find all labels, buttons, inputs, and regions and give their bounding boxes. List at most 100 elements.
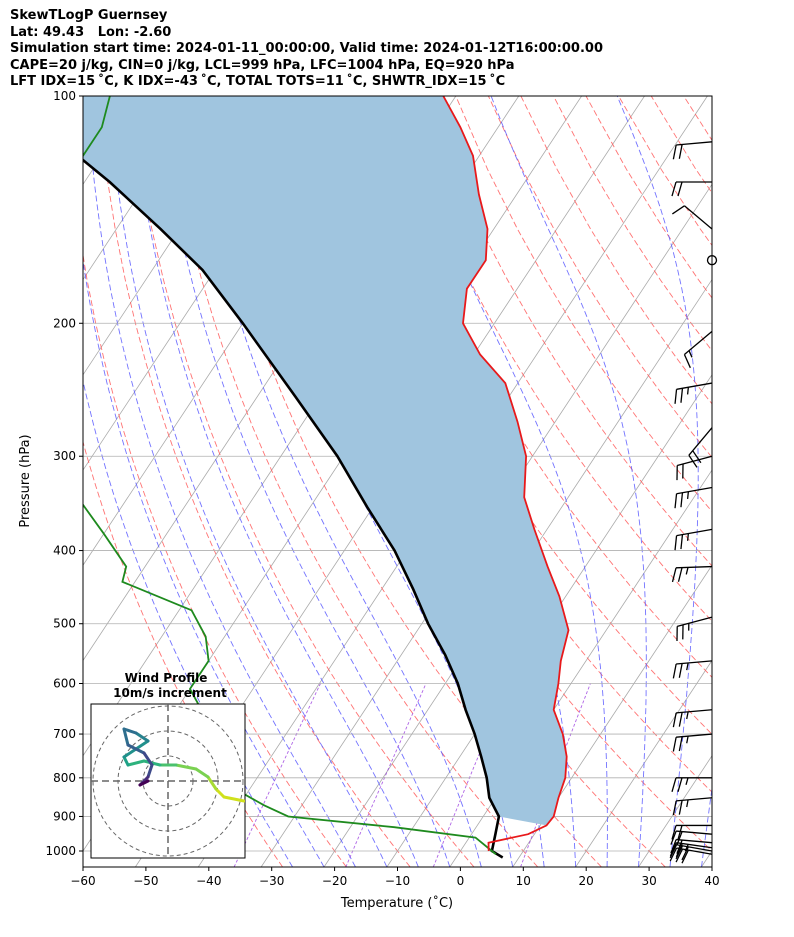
dry-adiabat [781,96,794,867]
x-tick-label: −60 [70,874,95,888]
wind-barb-flag [681,846,689,861]
x-tick-label: 30 [641,874,656,888]
wind-barb-half [686,711,689,720]
y-axis: 100 200 300 400 500 600 700 800 900 1000 [45,89,83,858]
hodograph-segment [122,727,130,747]
location-line: Lat: 49.43 Lon: -2.60 [10,24,172,40]
moist-adiabat [490,96,647,867]
moist-adiabat [733,96,794,867]
hodograph-segment [146,763,154,779]
hodograph-grid [91,704,245,858]
wind-barb-flag [670,839,677,854]
wind-barb [676,528,713,537]
hodograph-segment [142,751,154,767]
wind-barb-flag [674,535,678,551]
y-tick-label: 300 [53,449,76,463]
moist-adiabat [616,96,699,867]
wind-barb [676,382,713,390]
hodograph-segment [134,739,150,751]
wind-barb [684,205,713,230]
y-tick-label: 900 [53,809,76,823]
moist-adiabat [157,96,451,867]
wind-barb-flag [680,492,684,508]
hodograph-segment [126,743,146,755]
hodograph-title: Wind Profile [125,671,208,685]
dry-adiabat [618,96,712,247]
wind-barb-half [688,350,693,358]
dry-adiabat [129,96,475,867]
isotherm [701,850,712,867]
isotherm [764,96,794,867]
wind-barb [676,847,713,855]
y-tick-label: 800 [53,771,76,785]
wind-barb-flag [672,800,677,816]
wind-barb-half [686,736,689,744]
wind-barb-flag [680,534,684,550]
hodograph-trace [122,727,245,803]
wind-barb [676,797,713,802]
isotherm [323,278,712,867]
y-tick-label: 200 [53,316,76,330]
wind-barb-flag [672,144,677,160]
hodograph-inset: Wind Profile 10m/s increment [90,671,246,859]
wind-barb [676,844,713,852]
wind-barb-flag [672,712,677,728]
x-tick-label: −40 [196,874,221,888]
wind-barb-half [686,491,690,499]
wind-barb-flag [678,712,683,727]
dry-adiabat [749,96,794,867]
hodograph-segment [134,731,150,743]
hodograph-segment [122,747,138,759]
y-tick-label: 500 [53,617,76,631]
x-tick-label: 20 [579,874,594,888]
y-tick-label: 400 [53,544,76,558]
wind-barb-flag [680,388,684,403]
dewpoint-line [83,96,497,856]
isotherm [512,564,712,867]
x-tick-label: 40 [704,874,719,888]
moist-adiabat [396,96,608,867]
dry-adiabat [650,96,712,194]
wind-barb-flag [677,181,683,197]
dry-adiabat [683,96,712,142]
wind-barb-flag [675,843,683,858]
wind-barb-flag [678,800,683,815]
parcel-line [83,158,504,859]
wind-barb-half [685,567,689,575]
cape-area [83,96,569,826]
wind-barb-flag [676,839,683,854]
dry-adiabat [487,96,712,459]
isotherm [0,96,78,867]
wind-barb-flag [674,389,678,404]
index-values-line: LFT IDX=15 ˚C, K IDX=-43 ˚C, TOTAL TOTS=… [10,74,506,89]
y-tick-label: 600 [53,677,76,691]
wind-barb-flag [681,849,689,864]
moist-adiabat [83,379,293,867]
wind-barb [676,486,713,495]
wind-barb-half [684,844,689,852]
moist-adiabat [83,258,325,867]
profile-lines [83,96,570,859]
wind-barb-flag [670,830,677,845]
wind-barb-calm [706,255,718,266]
moist-adiabat [86,96,356,867]
moist-adiabat [188,96,482,867]
wind-barb-flag [675,848,684,863]
wind-barb-flag [677,825,683,840]
moist-adiabat [700,785,712,867]
wind-barb-flag [674,493,678,509]
wind-barb-flag [688,454,698,468]
wind-barb-flag [683,354,691,369]
dry-adiabat [455,96,712,513]
isotherm [83,96,205,281]
mixing-ratio-line [233,683,321,867]
hodograph-segment [138,779,150,787]
chart-header: SkewTLogP Guernsey Lat: 49.43 Lon: -2.60 S… [10,8,603,91]
dry-adiabat [83,252,347,867]
dry-adiabat [97,96,411,867]
hodograph-segment [174,763,198,771]
wind-barb-flag [676,831,683,846]
hodograph-segment [214,787,226,799]
hodograph-segment [122,727,138,735]
dry-adiabat [390,96,712,622]
